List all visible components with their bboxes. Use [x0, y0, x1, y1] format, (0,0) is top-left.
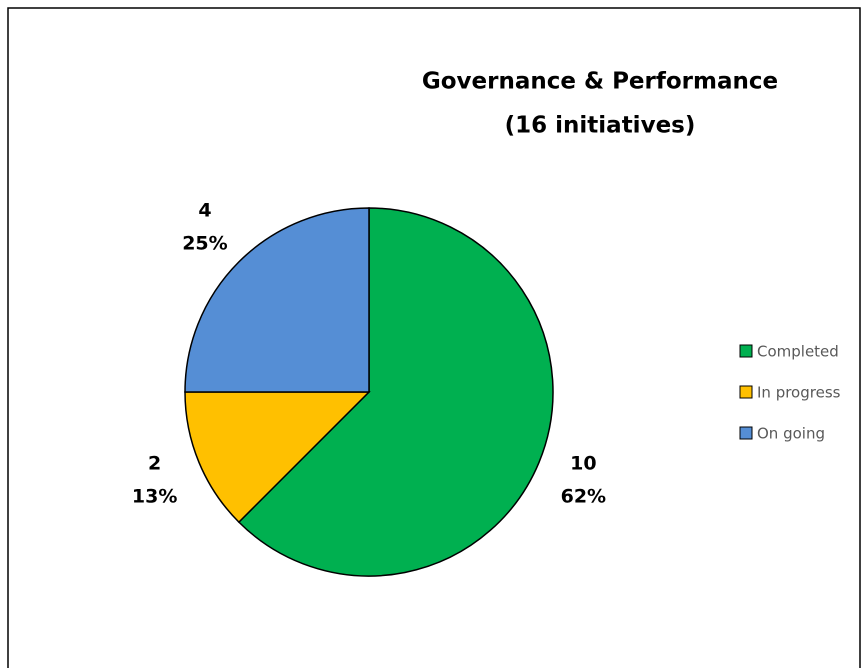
legend-swatch — [739, 426, 753, 440]
data-label: 2 — [148, 452, 161, 474]
legend-swatch — [739, 385, 753, 399]
pie-slice — [237, 207, 554, 577]
percent-label: 13% — [132, 485, 177, 507]
legend-swatch — [739, 344, 753, 358]
legend-label: Completed — [757, 343, 839, 361]
chart-title: Governance & Performance — [422, 69, 778, 95]
percent-label: 62% — [561, 485, 606, 507]
legend-label: In progress — [757, 384, 841, 402]
data-label: 10 — [570, 452, 596, 474]
pie-slice — [184, 207, 370, 393]
pie-slice — [184, 391, 371, 524]
percent-label: 25% — [182, 232, 227, 254]
chart-subtitle: (16 initiatives) — [505, 113, 696, 139]
legend-label: On going — [757, 425, 825, 443]
data-label: 4 — [198, 199, 211, 221]
